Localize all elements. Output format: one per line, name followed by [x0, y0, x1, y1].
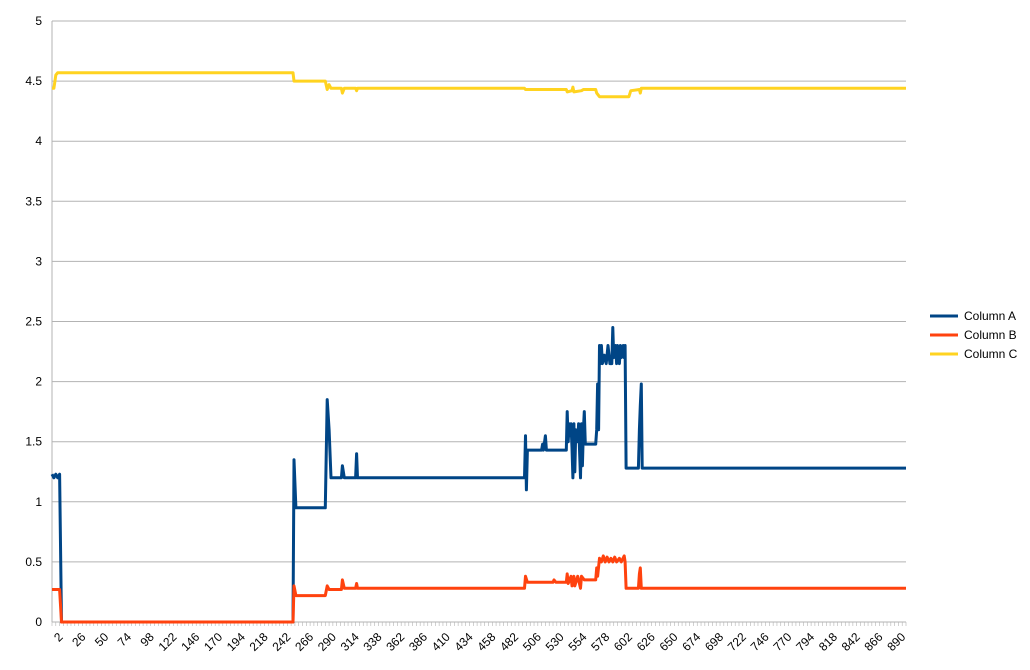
x-tick-label: 2	[51, 630, 66, 645]
x-tick-label: 218	[247, 630, 271, 654]
x-tick-label: 314	[338, 630, 362, 654]
y-tick-label: 5	[35, 14, 42, 28]
gridlines	[51, 20, 906, 623]
x-tick-label: 602	[611, 630, 635, 654]
x-tick-label: 770	[770, 630, 794, 654]
x-tick-label: 554	[565, 630, 589, 654]
x-tick-label: 242	[269, 630, 293, 654]
x-tick-label: 50	[92, 630, 112, 650]
x-tick-label: 338	[361, 630, 385, 654]
x-tick-label: 386	[406, 630, 430, 654]
x-tick-label: 98	[138, 630, 158, 650]
x-tick-label: 194	[224, 630, 248, 654]
x-tick-label: 26	[69, 630, 89, 650]
series-lines	[50, 71, 906, 624]
x-tick-label: 410	[429, 630, 453, 654]
x-tick-label: 146	[178, 630, 202, 654]
x-tick-label: 650	[657, 630, 681, 654]
x-tick-label: 458	[474, 630, 498, 654]
x-tick-label: 290	[315, 630, 339, 654]
x-tick-label: 818	[816, 630, 840, 654]
x-tick-label: 626	[634, 630, 658, 654]
x-axis: 2 26 50 74 981221461701942182422662903143383…	[51, 621, 909, 654]
x-tick-label: 866	[862, 630, 886, 654]
x-tick-label: 722	[725, 630, 749, 654]
y-tick-label: 2.5	[25, 315, 42, 329]
legend: Column A Column B Column C	[930, 309, 1018, 361]
y-tick-label: 0.5	[25, 555, 42, 569]
y-tick-label: 4.5	[25, 74, 42, 88]
y-tick-label: 3	[35, 254, 42, 268]
x-tick-label: 266	[292, 630, 316, 654]
x-tick-label: 482	[497, 630, 521, 654]
x-tick-label: 890	[884, 630, 908, 654]
x-tick-label: 74	[115, 630, 135, 650]
x-tick-label: 698	[702, 630, 726, 654]
y-tick-label: 1	[35, 495, 42, 509]
x-tick-label: 170	[201, 630, 225, 654]
x-tick-label: 506	[520, 630, 544, 654]
x-tick-label: 434	[452, 630, 476, 654]
legend-label: Column C	[964, 347, 1018, 361]
x-tick-label: 842	[839, 630, 863, 654]
x-tick-label: 362	[383, 630, 407, 654]
x-tick-label: 674	[679, 630, 703, 654]
series-line-column-a	[50, 326, 906, 624]
series-line-column-c	[52, 71, 906, 99]
x-tick-label: 530	[543, 630, 567, 654]
x-tick-label: 794	[793, 630, 817, 654]
legend-label: Column A	[964, 309, 1016, 323]
y-tick-label: 2	[35, 375, 42, 389]
y-tick-label: 3.5	[25, 194, 42, 208]
x-tick-label: 122	[156, 630, 180, 654]
y-tick-label: 1.5	[25, 435, 42, 449]
series-line-column-b	[52, 554, 906, 624]
y-tick-label: 0	[35, 615, 42, 629]
legend-label: Column B	[964, 328, 1017, 342]
x-tick-label: 746	[748, 630, 772, 654]
y-tick-label: 4	[35, 134, 42, 148]
x-tick-label: 578	[588, 630, 612, 654]
y-axis-ticks: 0 0.5 1 1.5 2 2.5 3 3.5 4 4.5 5	[25, 14, 42, 629]
